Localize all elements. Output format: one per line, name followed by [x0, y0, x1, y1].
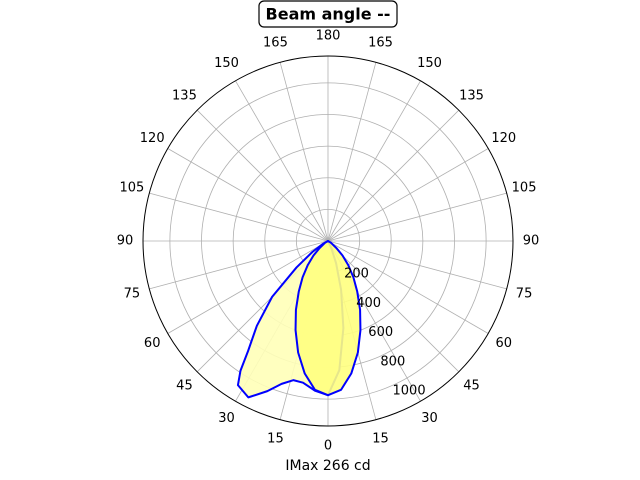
grid-line — [196, 109, 329, 242]
angle-tick-label: 75 — [124, 287, 141, 302]
angle-tick-label: 90 — [117, 234, 134, 249]
grid-line — [167, 148, 329, 242]
angle-tick-label: 30 — [218, 411, 235, 426]
angle-tick-label: 150 — [214, 56, 239, 71]
polar-frame — [142, 55, 514, 427]
angle-tick-label: 135 — [459, 89, 484, 104]
grid-line — [327, 192, 507, 242]
angle-tick-label: 120 — [140, 131, 165, 146]
angle-tick-label: 180 — [316, 29, 341, 44]
angle-tick-label: 105 — [512, 180, 537, 195]
angle-tick-label: 30 — [421, 411, 438, 426]
grid-line — [327, 240, 507, 290]
grid-line — [167, 240, 329, 334]
angle-tick-label: 60 — [144, 336, 161, 351]
curve — [294, 240, 362, 397]
r-tick-label: 400 — [356, 296, 381, 311]
angle-tick-label: 60 — [496, 336, 513, 351]
angle-tick-label: 105 — [120, 180, 145, 195]
angle-tick-label: 75 — [516, 287, 533, 302]
grid-line — [149, 192, 329, 242]
angle-tick-label: 120 — [491, 131, 516, 146]
angle-tick-label: 15 — [267, 432, 284, 447]
grid-line — [327, 62, 377, 242]
grid-line — [149, 240, 329, 290]
angle-tick-label: 165 — [368, 35, 393, 50]
x-axis-label: IMax 266 cd — [285, 458, 370, 474]
title-box — [258, 0, 398, 28]
r-tick-label: 1000 — [393, 384, 426, 399]
r-tick-label: 800 — [380, 354, 405, 369]
angle-tick-label: 135 — [172, 89, 197, 104]
angle-tick-label: 0 — [324, 439, 332, 454]
chart-title: Beam angle -- — [266, 5, 391, 24]
grid-line — [327, 80, 421, 242]
angle-tick-label: 165 — [263, 35, 288, 50]
r-tick-label: 600 — [368, 325, 393, 340]
angle-tick-label: 150 — [417, 56, 442, 71]
angle-tick-label: 45 — [463, 378, 480, 393]
grid-line — [327, 109, 460, 242]
grid-line — [235, 80, 329, 242]
grid-line — [327, 240, 489, 334]
grid-line — [327, 148, 489, 242]
angle-tick-label: 90 — [523, 234, 540, 249]
angle-tick-label: 45 — [176, 378, 193, 393]
angle-tick-label: 15 — [372, 432, 389, 447]
grid-line — [327, 240, 460, 373]
r-tick-label: 200 — [344, 267, 369, 282]
grid-line — [279, 62, 329, 242]
